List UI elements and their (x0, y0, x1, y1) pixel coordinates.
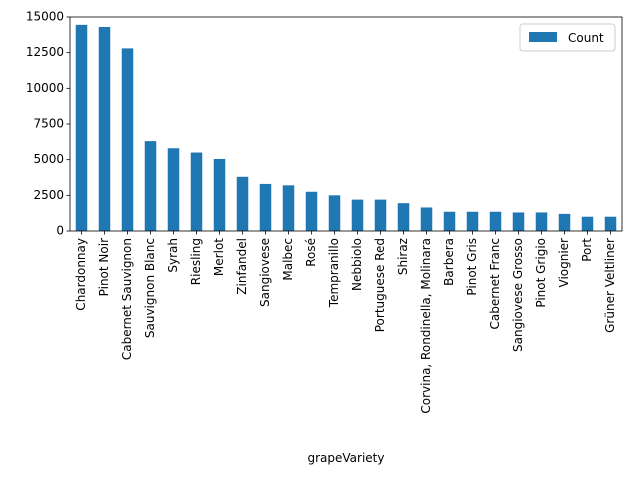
x-tick-label: Sangiovese Grosso (511, 238, 525, 352)
x-axis: Chardonnay Pinot Noir Cabernet Sauvignon Sa… (74, 231, 617, 414)
bar (558, 213, 571, 231)
bar (305, 191, 318, 231)
bar (512, 212, 525, 231)
x-tick-label: Shiraz (396, 238, 410, 275)
y-tick-label: 7500 (33, 117, 64, 131)
x-tick-label: Port (580, 238, 594, 262)
bar (328, 195, 341, 231)
x-tick-label: Nebbiolo (350, 238, 364, 291)
x-tick-label: Pinot Noir (97, 238, 111, 296)
y-tick-label: 10000 (26, 81, 64, 95)
x-tick-label: Pinot Grigio (534, 238, 548, 308)
x-tick-label: Cabernet Franc (488, 238, 502, 329)
bar (144, 141, 157, 231)
x-tick-label: Cabernet Sauvignon (120, 238, 134, 360)
x-tick-label: Chardonnay (74, 238, 88, 311)
bar (282, 185, 295, 231)
x-tick-label: Grüner Veltliner (603, 238, 617, 333)
y-tick-label: 15000 (26, 10, 64, 24)
bar (167, 148, 180, 231)
x-tick-label: Merlot (212, 238, 226, 276)
x-tick-label: Riesling (189, 238, 203, 285)
bar (604, 216, 617, 231)
x-tick-label: Zinfandel (235, 238, 249, 295)
x-tick-label: Malbec (281, 238, 295, 281)
bar (466, 211, 479, 231)
legend-frame (519, 23, 616, 52)
bar (190, 152, 203, 231)
y-tick-label: 0 (56, 224, 64, 238)
y-tick-label: 12500 (26, 45, 64, 59)
bar (535, 212, 548, 231)
legend: Count (519, 23, 616, 52)
bar (489, 211, 502, 231)
x-tick-label: Viognier (557, 238, 571, 288)
x-tick-label: Sauvignon Blanc (143, 238, 157, 338)
bar (420, 207, 433, 231)
x-tick-label: Sangiovese (258, 238, 272, 307)
legend-swatch (529, 32, 557, 42)
x-tick-label: Tempranillo (327, 238, 341, 308)
y-axis: 0 2500 5000 7500 10000 12500 15000 (26, 10, 70, 238)
bar (121, 48, 134, 231)
x-tick-label: Syrah (166, 238, 180, 273)
y-tick-label: 2500 (33, 188, 64, 202)
bar (259, 183, 272, 231)
legend-label: Count (568, 31, 604, 45)
bar (213, 158, 226, 231)
x-tick-label: Pinot Gris (465, 238, 479, 296)
x-axis-label: grapeVariety (308, 451, 385, 465)
x-tick-label: Portuguese Red (373, 238, 387, 332)
bars-group (75, 24, 617, 231)
plot-frame (69, 16, 623, 232)
x-tick-label: Corvina, Rondinella, Molinara (419, 238, 433, 414)
bar (581, 216, 594, 231)
bar (236, 176, 249, 231)
bar (374, 199, 387, 231)
bar (98, 26, 111, 231)
bar (443, 211, 456, 231)
x-tick-label: Rosé (304, 238, 318, 267)
x-tick-label: Barbera (442, 238, 456, 286)
y-tick-label: 5000 (33, 152, 64, 166)
bar (351, 199, 364, 231)
bar (75, 24, 88, 231)
bar (397, 203, 410, 231)
